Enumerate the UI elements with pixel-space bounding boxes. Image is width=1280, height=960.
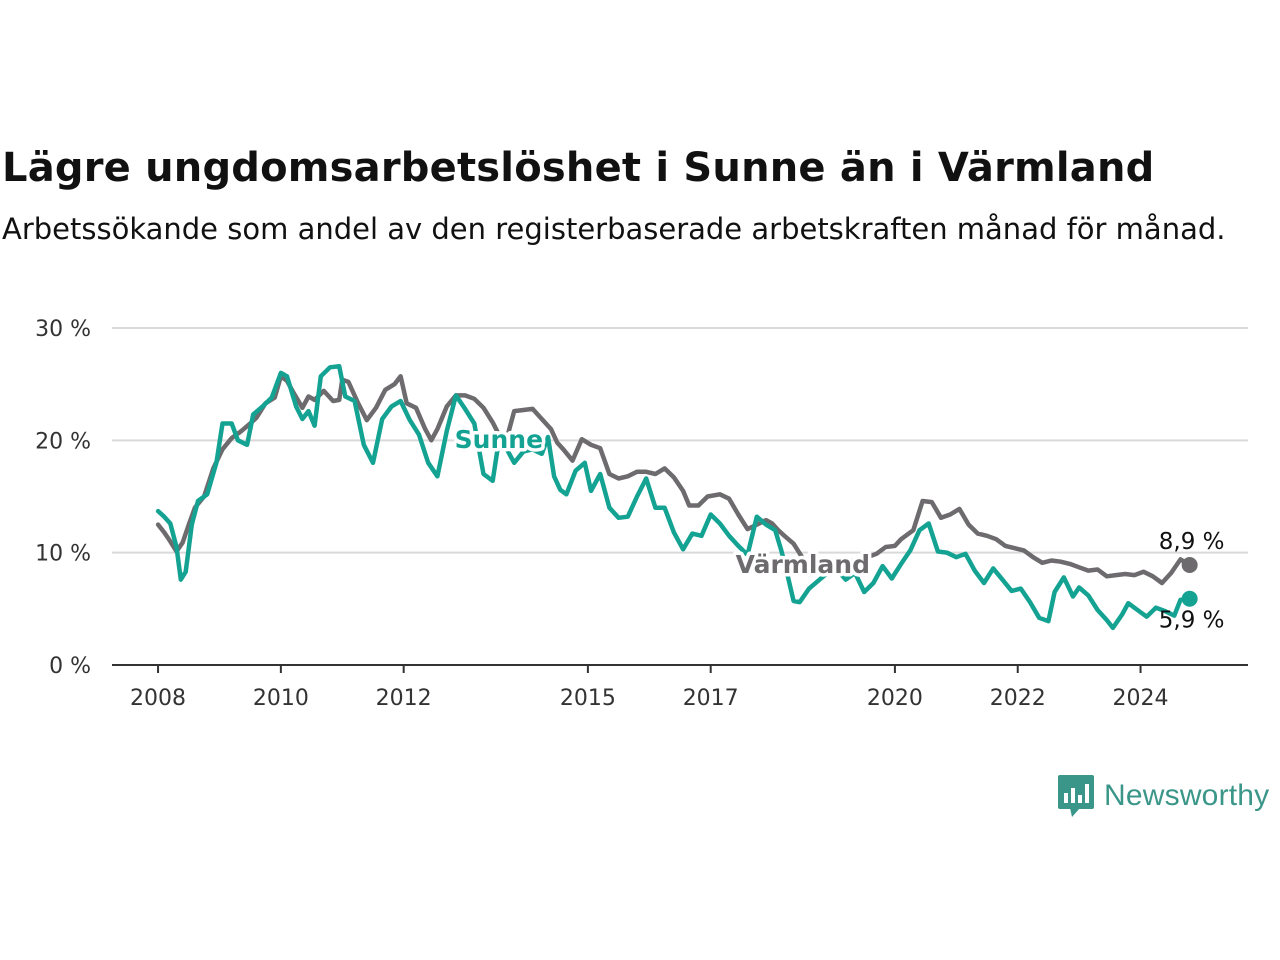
x-tick-label: 2020 [867,686,923,711]
logo-text: Newsworthy [1104,779,1270,812]
series-name-label: Värmland [736,550,870,579]
y-axis: 30 % 20 % 10 % 0 % [35,317,91,679]
newsworthy-logo-icon [1058,775,1094,817]
end-value-label: 5,9 % [1159,608,1225,634]
y-tick-label: 30 % [35,317,91,342]
series-lines [155,363,1198,631]
end-point-v-rmland [1181,557,1198,574]
y-tick-label: 20 % [35,429,91,454]
x-tick-label: 2017 [683,686,739,711]
x-tick-label: 2012 [376,686,432,711]
series-line-sunne [155,363,1192,631]
x-tick-label: 2022 [990,686,1046,711]
chart-title: Lägre ungdomsarbetslöshet i Sunne än i V… [2,145,1155,191]
series-name-label: Sunne [455,425,543,454]
x-tick-label: 2010 [253,686,309,711]
x-tick-label: 2024 [1113,686,1169,711]
series-labels: 8,9 % 5,9 % Sunne Värmland [451,422,1225,634]
x-tick-label: 2015 [560,686,616,711]
series-line-v-rmland [155,374,1192,586]
newsworthy-logo: Newsworthy [1058,775,1269,817]
x-tick-label: 2008 [130,686,186,711]
y-tick-label: 10 % [35,542,91,567]
end-point-sunne [1181,590,1198,607]
chart-subtitle: Arbetssökande som andel av den registerb… [2,212,1226,246]
gridlines [112,327,1248,554]
x-axis: 2008 2010 2012 2015 2017 2020 2022 2024 [112,664,1248,711]
y-tick-label: 0 % [49,654,91,679]
end-value-label: 8,9 % [1159,529,1225,555]
